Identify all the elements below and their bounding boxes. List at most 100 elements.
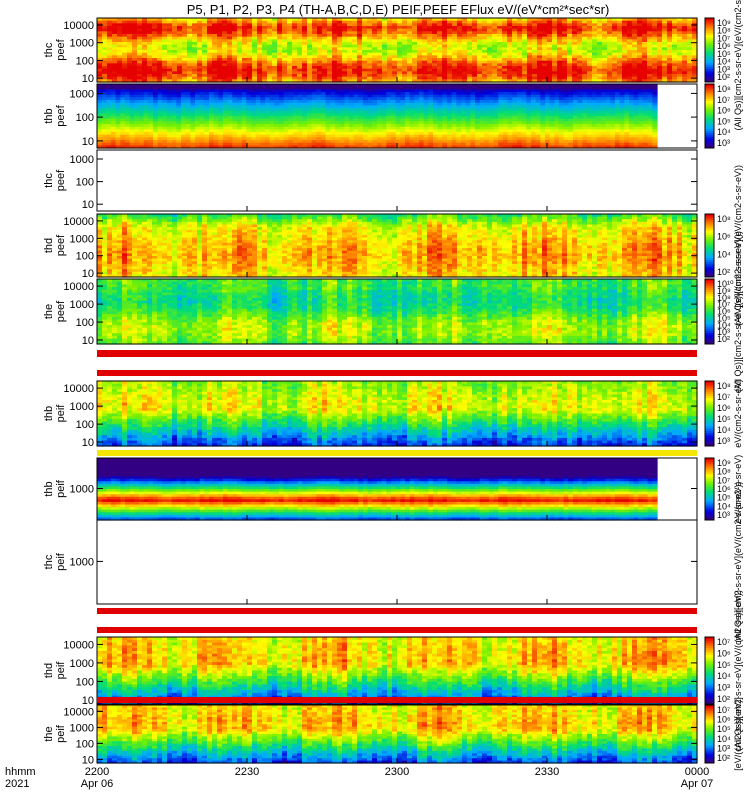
heatmap-cell [185,134,191,138]
heatmap-cell [335,97,341,101]
heatmap-cell [442,36,448,40]
heatmap-cell [307,118,313,122]
heatmap-cell [592,74,598,78]
heatmap-cell [325,121,331,125]
heatmap-cell [176,142,182,146]
heatmap-cell [287,31,293,35]
heatmap-cell [612,44,618,48]
heatmap-cell [232,23,238,27]
heatmap-cell [349,121,355,125]
heatmap-cell [517,76,523,80]
heatmap-cell [212,58,218,62]
heatmap-cell [532,42,538,46]
heatmap-cell [462,52,468,56]
heatmap-cell [462,20,468,24]
heatmap-cell [502,36,508,40]
heatmap-cell [357,71,363,75]
heatmap-cell [122,28,128,32]
heatmap-cell [358,137,364,141]
heatmap-cell [218,110,224,114]
heatmap-cell [339,142,345,146]
heatmap-cell [237,134,243,138]
heatmap-cell [392,68,398,72]
heatmap-cell [97,97,103,101]
heatmap-cell [247,58,253,62]
heatmap-cell [307,116,313,120]
heatmap-cell [342,58,348,62]
heatmap-cell [213,132,219,136]
heatmap-cell [337,66,343,70]
heatmap-cell [101,137,107,141]
heatmap-cell [321,86,327,90]
heatmap-cell [147,55,153,59]
heatmap-cell [97,68,103,72]
heatmap-cell [422,26,428,30]
heatmap-cell [157,86,163,90]
heatmap-cell [367,102,373,106]
heatmap-cell [363,121,369,125]
heatmap-cell [457,47,463,51]
heatmap-cell [212,66,218,70]
heatmap-cell [232,116,238,120]
heatmap-cell [293,110,299,114]
heatmap-cell [632,79,638,83]
heatmap-cell [662,31,668,35]
heatmap-cell [171,110,177,114]
heatmap-cell [332,34,338,38]
heatmap-cell [587,23,593,27]
heatmap-cell [412,18,418,22]
heatmap-cell [672,68,678,72]
heatmap-cell [251,89,257,93]
heatmap-cell [692,66,698,70]
heatmap-cell [181,134,187,138]
heatmap-cell [322,28,328,32]
heatmap-cell [237,137,243,141]
heatmap-cell [487,58,493,62]
heatmap-cell [176,134,182,138]
heatmap-cell [557,31,563,35]
heatmap-cell [262,76,268,80]
heatmap-cell [192,36,198,40]
heatmap-cell [572,39,578,43]
heatmap-cell [317,60,323,64]
heatmap-cell [442,52,448,56]
heatmap-cell [372,52,378,56]
heatmap-cell [111,94,117,98]
heatmap-cell [358,124,364,128]
heatmap-cell [227,145,233,149]
heatmap-cell [330,105,336,109]
heatmap-cell [292,50,298,54]
heatmap-cell [547,18,553,22]
heatmap-cell [642,39,648,43]
heatmap-cell [344,100,350,104]
heatmap-cell [687,36,693,40]
heatmap-cell [357,20,363,24]
heatmap-cell [222,28,228,32]
heatmap-cell [209,113,215,117]
heatmap-cell [97,145,103,149]
heatmap-cell [257,74,263,78]
heatmap-cell [148,110,154,114]
heatmap-cell [417,71,423,75]
heatmap-cell [157,118,163,122]
heatmap-cell [627,71,633,75]
heatmap-cell [199,89,205,93]
heatmap-cell [437,79,443,83]
heatmap-cell [362,79,368,83]
heatmap-cell [199,105,205,109]
heatmap-cell [642,71,648,75]
heatmap-cell [213,84,219,88]
heatmap-cell [302,66,308,70]
heatmap-cell [287,63,293,67]
heatmap-cell [192,28,198,32]
heatmap-cell [134,97,140,101]
heatmap-cell [330,134,336,138]
heatmap-cell [572,47,578,51]
heatmap-cell [587,74,593,78]
heatmap-cell [602,74,608,78]
heatmap-cell [125,140,131,144]
heatmap-cell [185,84,191,88]
heatmap-cell [187,31,193,35]
heatmap-cell [227,92,233,96]
heatmap-cell [162,71,168,75]
